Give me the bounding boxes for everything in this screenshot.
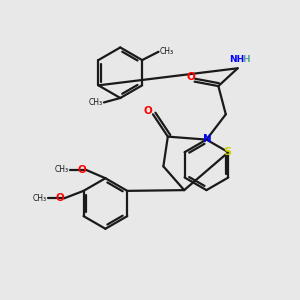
Text: S: S <box>223 147 231 157</box>
Text: NH: NH <box>230 55 245 64</box>
Text: O: O <box>187 72 195 82</box>
Text: CH₃: CH₃ <box>160 47 174 56</box>
Text: N: N <box>203 134 212 144</box>
Text: CH₃: CH₃ <box>88 98 102 107</box>
Text: O: O <box>56 193 64 203</box>
Text: O: O <box>77 165 86 175</box>
Text: CH₃: CH₃ <box>54 165 68 174</box>
Text: O: O <box>143 106 152 116</box>
Text: CH₃: CH₃ <box>32 194 46 203</box>
Text: H: H <box>242 55 250 64</box>
